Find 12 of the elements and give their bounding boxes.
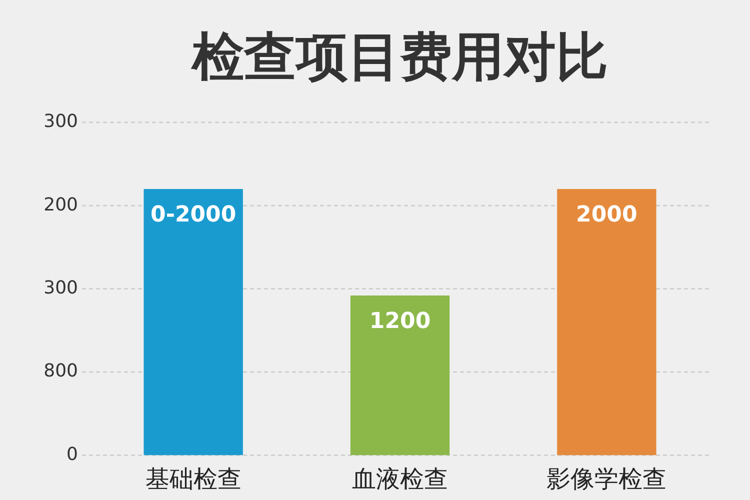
x-tick-label: 影像学检查 [546, 464, 667, 493]
text: 200 [44, 194, 78, 216]
text: 800 [44, 360, 78, 382]
chart-title: 检查项目费用对比 [190, 28, 608, 88]
text: 0 [66, 444, 78, 465]
x-tick-label: 基础检查 [145, 464, 242, 493]
x-tick-label: 血液检查 [352, 464, 448, 493]
data-label: 0-2000 [150, 202, 236, 228]
text: 300 [44, 277, 78, 298]
text: 300 [44, 111, 78, 132]
data-label: 1200 [369, 309, 431, 334]
data-label: 2000 [576, 202, 638, 228]
